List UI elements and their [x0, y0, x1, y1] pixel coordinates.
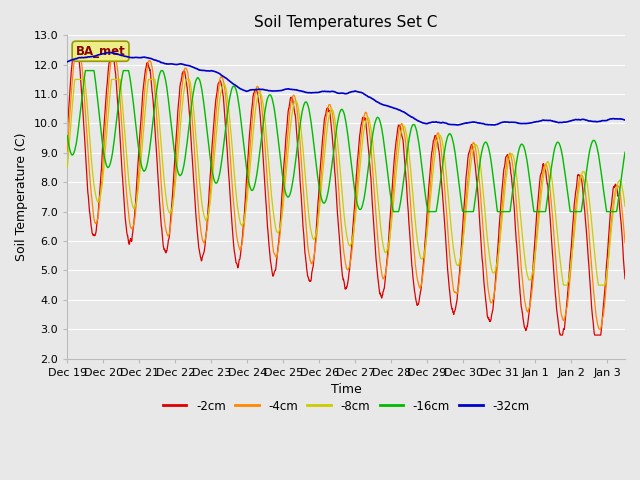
Title: Soil Temperatures Set C: Soil Temperatures Set C: [255, 15, 438, 30]
Y-axis label: Soil Temperature (C): Soil Temperature (C): [15, 132, 28, 261]
Text: BA_met: BA_met: [76, 45, 125, 58]
Legend: -2cm, -4cm, -8cm, -16cm, -32cm: -2cm, -4cm, -8cm, -16cm, -32cm: [158, 395, 534, 417]
X-axis label: Time: Time: [331, 383, 362, 396]
